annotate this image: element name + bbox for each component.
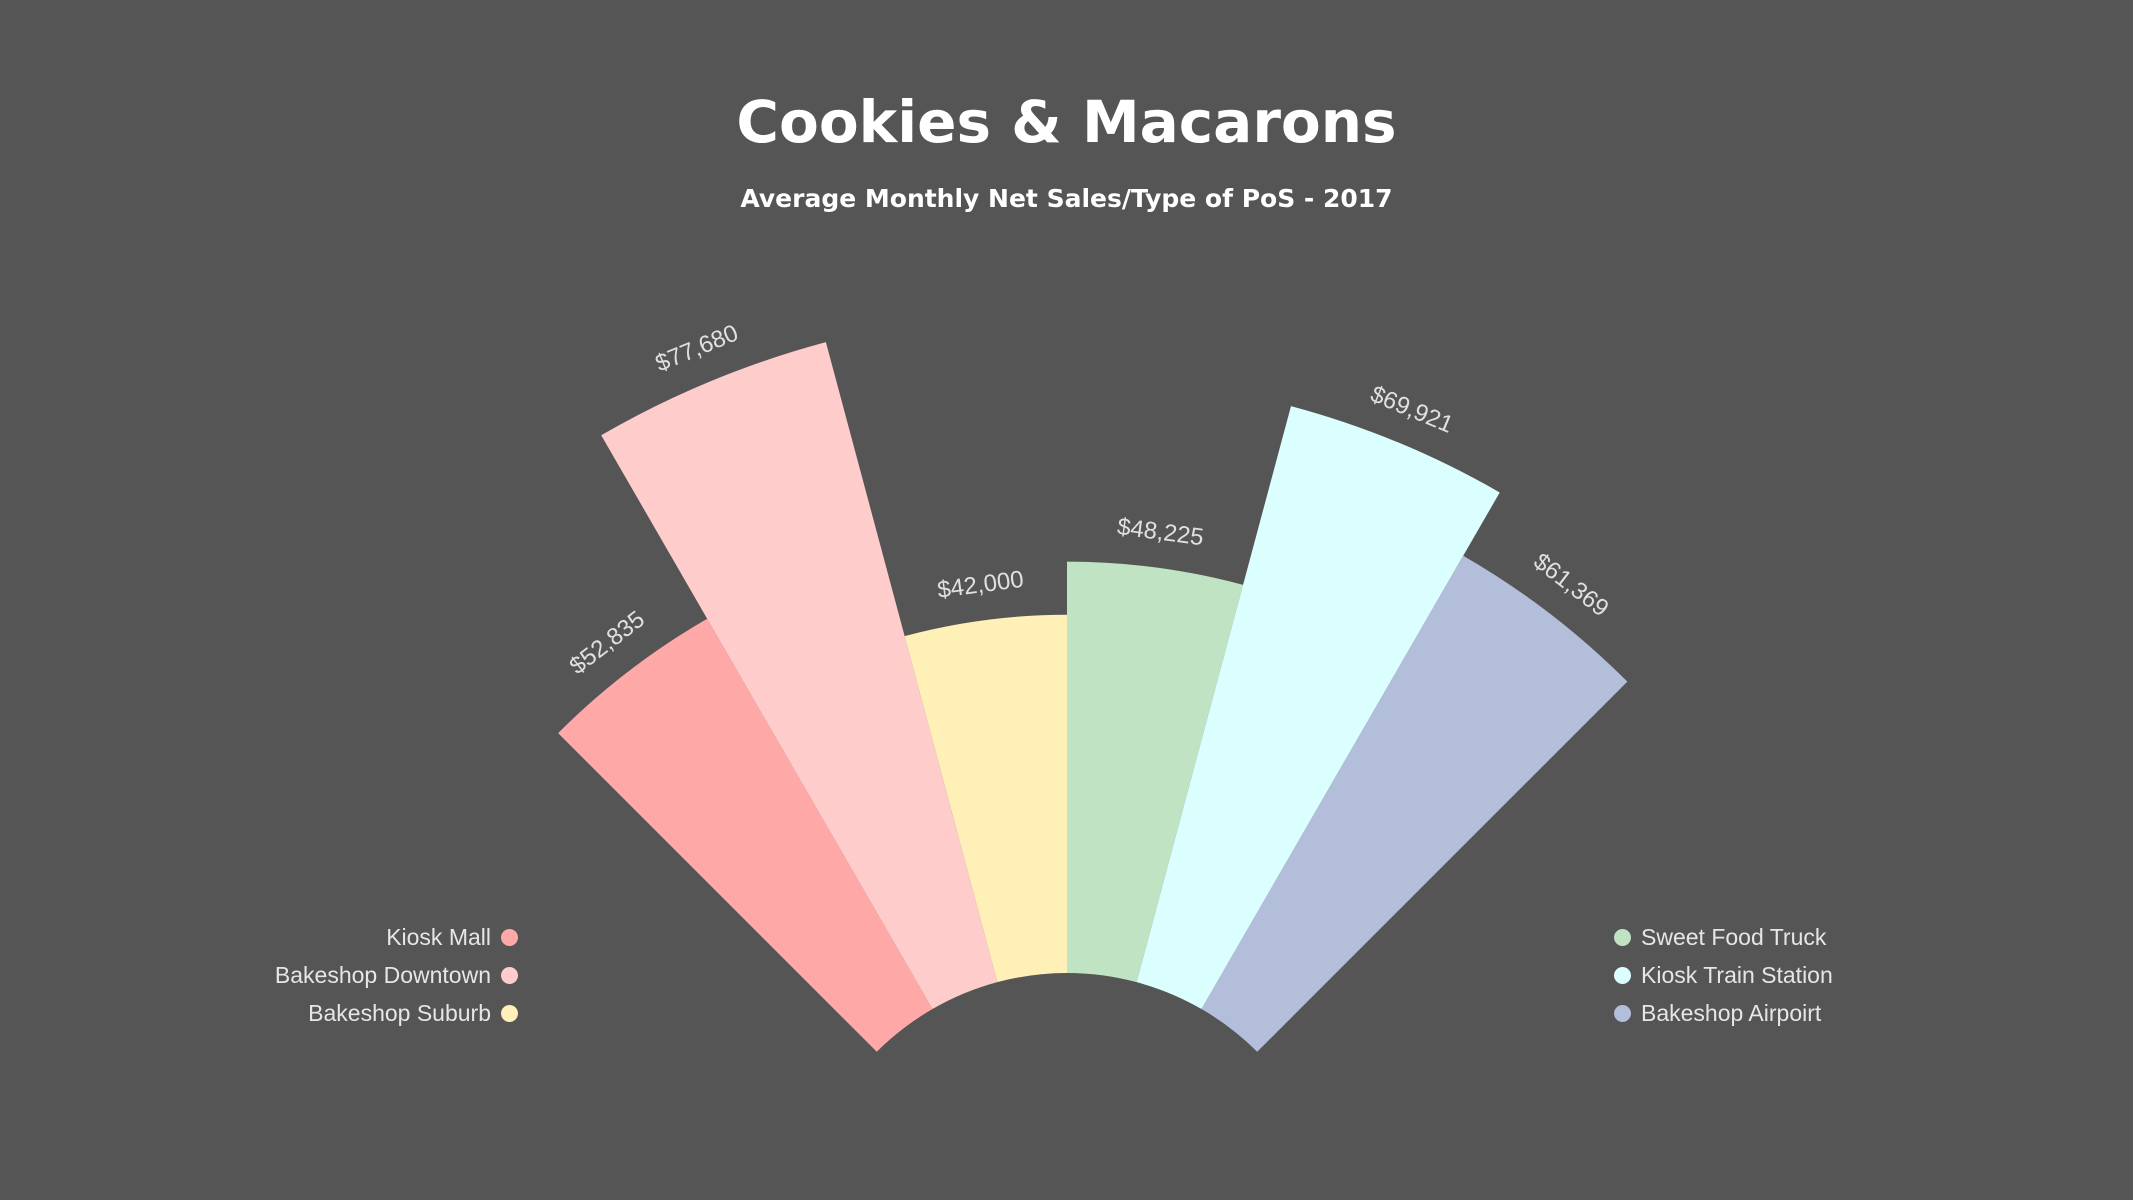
bar-sweet-food-truck <box>1067 561 1244 983</box>
legend-label: Sweet Food Truck <box>1641 923 1827 950</box>
legend-dot-icon <box>501 928 518 946</box>
data-label: $48,225 <box>1116 513 1206 551</box>
data-label: $69,921 <box>1367 381 1457 439</box>
legend-left: Kiosk Mall Bakeshop Downtown Bakeshop Subu… <box>275 918 518 1032</box>
legend-label: Kiosk Mall <box>386 923 491 950</box>
legend-dot-icon <box>1614 1004 1631 1022</box>
legend-label: Bakeshop Downtown <box>274 961 491 988</box>
bar-kiosk-train-station <box>1136 406 1500 1010</box>
legend-dot-icon <box>501 966 518 984</box>
legend-item: Bakeshop Suburb <box>275 994 518 1032</box>
bar-kiosk-mall <box>558 618 933 1052</box>
legend-right: Sweet Food Truck Kiosk Train Station Bakes… <box>1614 918 1833 1032</box>
legend-item: Sweet Food Truck <box>1614 918 1833 956</box>
bar-bakeshop-airpoirt <box>1201 555 1628 1052</box>
bar-bakeshop-downtown <box>601 342 998 1010</box>
legend-label: Bakeshop Suburb <box>308 999 491 1026</box>
data-label: $42,000 <box>936 566 1026 604</box>
chart-subtitle: Average Monthly Net Sales/Type of PoS - … <box>740 184 1393 213</box>
legend-item: Kiosk Train Station <box>1614 956 1833 994</box>
chart-title: Cookies & Macarons <box>736 88 1397 156</box>
legend-item: Bakeshop Downtown <box>275 956 518 994</box>
legend-label: Kiosk Train Station <box>1641 961 1833 988</box>
legend-dot-icon <box>1614 928 1631 946</box>
legend-dot-icon <box>1614 966 1631 984</box>
legend-item: Bakeshop Airpoirt <box>1614 994 1833 1032</box>
data-label: $77,680 <box>652 319 742 377</box>
legend-label: Bakeshop Airpoirt <box>1641 999 1822 1026</box>
bar-bakeshop-suburb <box>904 614 1067 983</box>
legend-dot-icon <box>501 1004 518 1022</box>
legend-item: Kiosk Mall <box>275 918 518 956</box>
